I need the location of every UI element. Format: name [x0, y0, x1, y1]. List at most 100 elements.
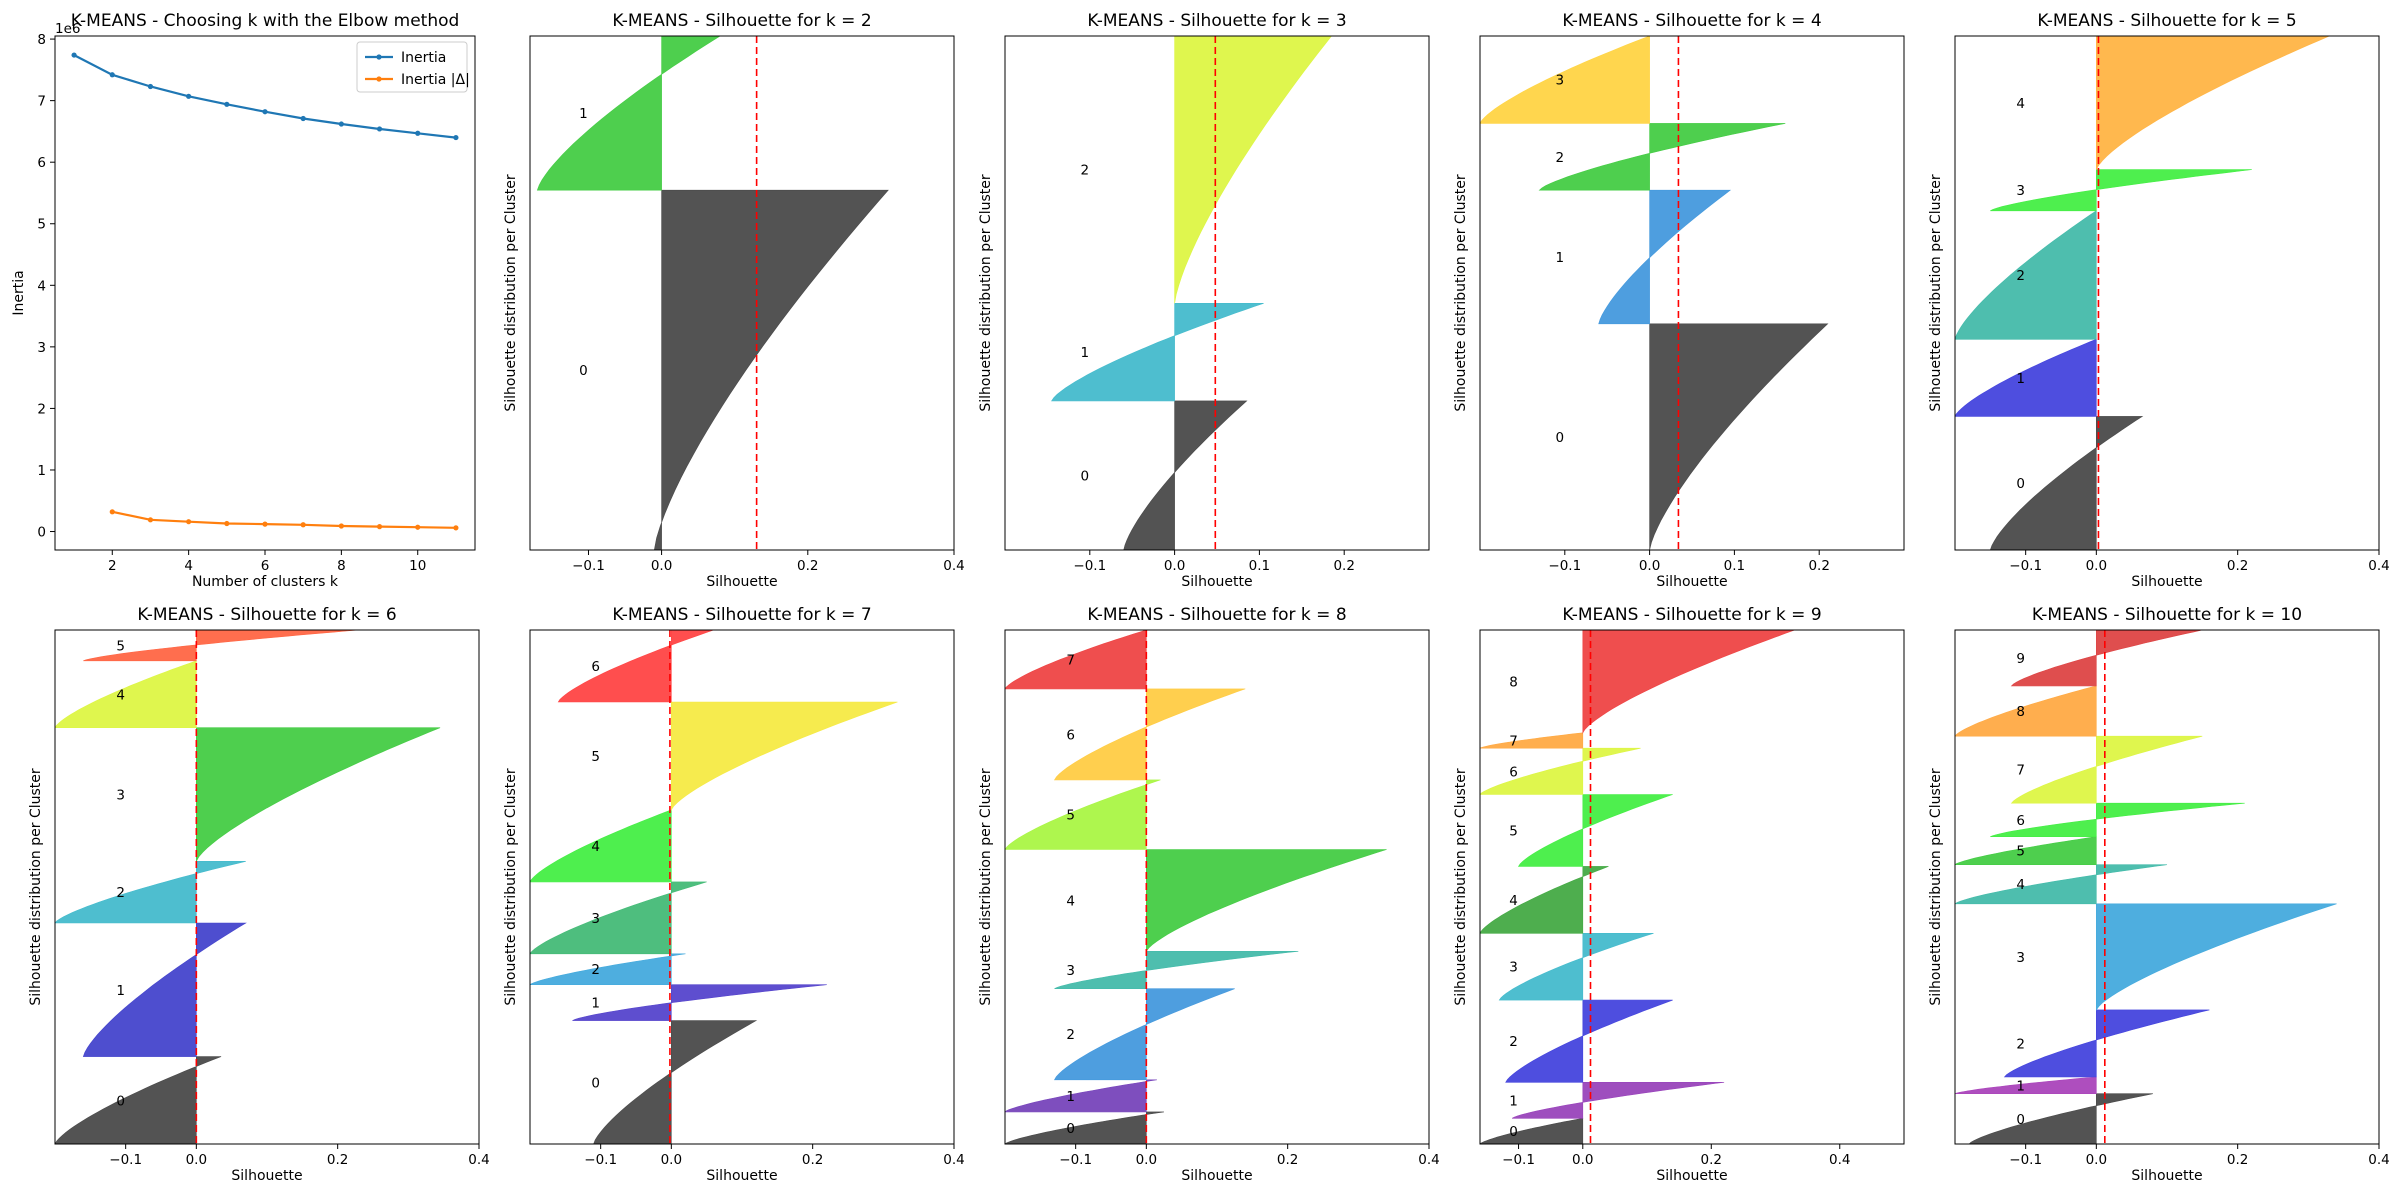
chart-title: K-MEANS - Choosing k with the Elbow meth… — [71, 11, 460, 31]
series-point — [376, 126, 383, 132]
x-axis-label: Silhouette — [706, 574, 777, 590]
x-tick-label: 0.2 — [1333, 558, 1354, 574]
cluster-label-2: 2 — [116, 885, 125, 901]
y-axis-label: Silhouette distribution per Cluster — [978, 768, 994, 1006]
x-tick-label: 0.0 — [1136, 1152, 1157, 1168]
series-point — [186, 93, 192, 99]
series-line-1 — [112, 510, 456, 529]
cluster-band-2 — [55, 861, 246, 924]
x-tick-label: 0.4 — [2368, 1152, 2389, 1168]
cluster-band-4 — [55, 660, 197, 728]
elbow-panel: 2 4 6 8 10 0 1 2 3 4 5 6 7 8 1e6 Inertia Inertia |Δ| K-ME… — [11, 11, 476, 590]
chart-title: K-MEANS - Silhouette for k = 6 — [137, 605, 396, 625]
x-tick-label: 0.2 — [802, 1152, 823, 1168]
cluster-band-0 — [1649, 323, 1829, 550]
legend-label: Inertia — [401, 50, 446, 66]
cluster-label-0: 0 — [1509, 1124, 1518, 1140]
cluster-band-2 — [2003, 1009, 2210, 1078]
x-tick-label: 0.1 — [1249, 558, 1270, 574]
cluster-label-2: 2 — [2016, 1036, 2025, 1052]
x-tick-label: 0.4 — [1829, 1152, 1850, 1168]
cluster-label-4: 4 — [2016, 96, 2025, 112]
x-tick-label: 0.2 — [1701, 1152, 1722, 1168]
x-axis-label: Silhouette — [1656, 574, 1727, 590]
cluster-label-1: 1 — [1556, 250, 1565, 266]
silhouette-panel-k3: 0 1 2 −0.1 0.0 0.1 0.2 K-MEANS - Silhouette for… — [978, 11, 1430, 590]
cluster-label-0: 0 — [2016, 1112, 2025, 1128]
x-axis-label: Silhouette — [2131, 574, 2202, 590]
x-tick-label: 0.0 — [1639, 558, 1660, 574]
cluster-label-5: 5 — [591, 749, 600, 765]
x-tick-label: 0.0 — [186, 1152, 207, 1168]
plot-area: 0 1 2 3 4 5 6 7 8 9 — [1955, 630, 2337, 1144]
cluster-band-1 — [1955, 338, 2097, 417]
axes-frame-2 — [1004, 35, 1430, 551]
series-point — [109, 509, 115, 515]
x-tick-label: 0.4 — [943, 558, 964, 574]
cluster-band-1 — [1005, 1079, 1157, 1113]
series-point — [147, 83, 154, 90]
cluster-label-1: 1 — [2016, 1078, 2025, 1094]
cluster-label-0: 0 — [591, 1075, 600, 1091]
cluster-band-4 — [530, 809, 672, 883]
cluster-label-3: 3 — [591, 911, 600, 927]
x-tick-label: 0.4 — [943, 1152, 964, 1168]
cluster-label-8: 8 — [2016, 704, 2025, 720]
x-tick-label: −0.1 — [1502, 1152, 1535, 1168]
cluster-band-4 — [2096, 36, 2330, 170]
axes-frame-8 — [1479, 629, 1905, 1145]
x-tick-label: 0.0 — [2086, 558, 2107, 574]
y-tick-label: 6 — [37, 155, 46, 171]
silhouette-panel-k9: 0 1 2 3 4 5 6 7 8 −0.1 0.0 0.2 0.4 K-MEANS - Silhouet… — [1453, 605, 1905, 1184]
cluster-label-4: 4 — [1066, 893, 1075, 909]
silhouette-panel-k2: 01−0.1 0.0 0.2 0.4K-MEANS - Silhouette for … — [503, 11, 965, 590]
axes-frame-7 — [1004, 629, 1430, 1145]
y-tick-label: 4 — [37, 278, 46, 294]
cluster-band-8 — [1955, 685, 2097, 737]
axes-frame-1 — [529, 35, 955, 551]
cluster-band-2 — [530, 953, 686, 985]
x-axis-label: Silhouette — [1181, 574, 1252, 590]
cluster-label-6: 6 — [1509, 764, 1518, 780]
x-tick-label: −0.1 — [1548, 558, 1581, 574]
chart-title: K-MEANS - Silhouette for k = 2 — [612, 11, 871, 31]
cluster-band-2 — [1955, 210, 2097, 340]
series-point — [415, 524, 421, 530]
axes-frame-9 — [1954, 629, 2380, 1145]
cluster-label-3: 3 — [2016, 950, 2025, 966]
cluster-band-1 — [1598, 189, 1732, 325]
cluster-band-4 — [1955, 864, 2168, 905]
y-tick-label: 5 — [37, 217, 46, 233]
series-point — [300, 115, 306, 122]
series-point — [224, 520, 230, 527]
cluster-label-7: 7 — [2016, 763, 2025, 779]
cluster-band-8 — [1582, 630, 1795, 734]
y-tick-label: 2 — [37, 401, 46, 417]
x-tick-label: −0.1 — [1073, 558, 1106, 574]
x-tick-label: 0.0 — [2086, 1152, 2107, 1168]
cluster-label-2: 2 — [1509, 1034, 1518, 1050]
series-point — [338, 121, 344, 127]
plot-area: 0 1 2 — [1051, 36, 1332, 550]
y-axis-label: Silhouette distribution per Cluster — [978, 174, 994, 412]
cluster-band-3 — [1480, 36, 1650, 124]
cluster-band-2 — [1053, 988, 1235, 1081]
chart-title: K-MEANS - Silhouette for k = 5 — [2037, 11, 2296, 31]
cluster-band-1 — [1955, 1076, 2097, 1094]
cluster-label-4: 4 — [591, 839, 600, 855]
cluster-band-3 — [1990, 169, 2252, 212]
x-axis-label: Silhouette — [1181, 1168, 1252, 1184]
cluster-label-5: 5 — [2016, 844, 2025, 860]
cluster-band-1 — [1051, 303, 1264, 402]
x-tick-label: 0.4 — [468, 1152, 489, 1168]
legend-marker — [376, 54, 382, 60]
x-tick-label: 4 — [184, 558, 193, 574]
cluster-label-0: 0 — [116, 1093, 125, 1109]
chart-title: K-MEANS - Silhouette for k = 8 — [1087, 605, 1346, 625]
series-point — [224, 101, 230, 107]
cluster-label-0: 0 — [579, 363, 588, 379]
cluster-label-2: 2 — [1081, 163, 1090, 179]
chart-title: K-MEANS - Silhouette for k = 10 — [2032, 605, 2302, 625]
cluster-label-5: 5 — [1509, 823, 1518, 839]
